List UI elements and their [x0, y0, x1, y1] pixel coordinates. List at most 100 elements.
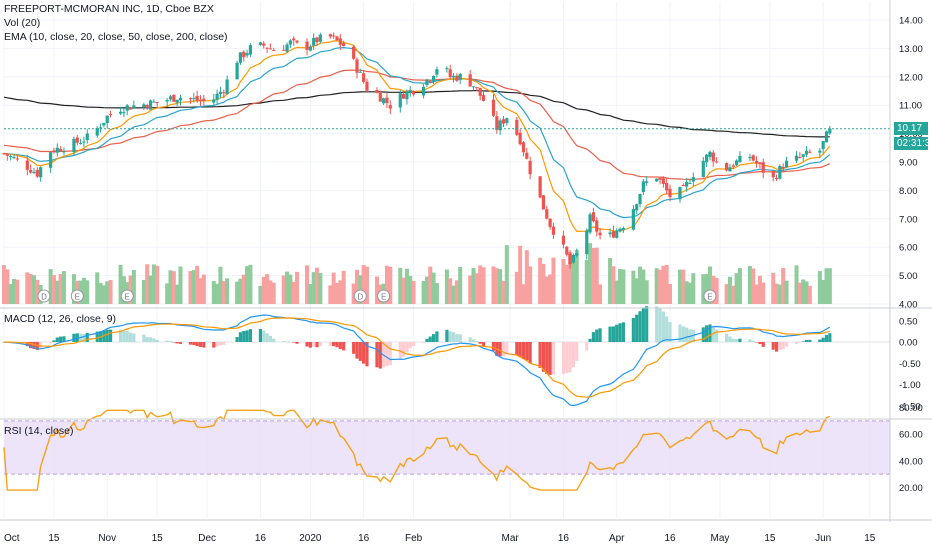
volume-bar	[451, 285, 456, 304]
macd-histogram-bar	[705, 325, 709, 342]
volume-bar	[411, 280, 416, 304]
candle-body	[5, 153, 9, 156]
macd-histogram-bar	[318, 342, 322, 347]
macd-histogram-bar	[175, 342, 179, 344]
candle-body	[39, 167, 43, 178]
volume-bar	[504, 245, 509, 304]
x-tick-label: May	[710, 533, 729, 544]
candle-body	[588, 214, 592, 233]
candle-body	[32, 171, 36, 173]
volume-bar	[621, 269, 626, 304]
candle-body	[658, 178, 662, 180]
volume-bar	[584, 259, 589, 304]
volume-bar	[235, 281, 240, 304]
candle-body	[398, 93, 402, 108]
macd-histogram-bar	[528, 342, 532, 363]
macd-histogram-bar	[295, 342, 299, 344]
volume-bar	[618, 269, 623, 304]
macd-histogram-bar	[455, 334, 459, 342]
volume-bar	[238, 278, 243, 304]
volume-bar	[335, 282, 339, 304]
volume-bar	[434, 282, 439, 304]
macd-tick-label: 0.50	[899, 316, 918, 327]
macd-histogram-bar	[798, 342, 802, 343]
candle-body	[118, 111, 123, 114]
volume-bar	[751, 268, 756, 304]
macd-histogram-bar	[611, 326, 615, 342]
macd-histogram-bar	[62, 336, 66, 342]
macd-histogram-bar	[152, 338, 156, 342]
macd-legend[interactable]: MACD (12, 26, close, 9)	[4, 313, 117, 325]
candle-body	[308, 46, 312, 51]
volume-bar	[561, 258, 566, 304]
volume-bar	[81, 277, 86, 304]
candle-body	[471, 86, 476, 88]
macd-signal-line	[3, 317, 830, 398]
candle-body	[59, 148, 63, 152]
candle-body	[668, 188, 672, 198]
macd-histogram-bar	[178, 342, 183, 344]
candle-body	[548, 218, 552, 227]
macd-pane	[2, 306, 890, 407]
rsi-tick-label: 80.00	[899, 403, 923, 414]
macd-histogram-bar	[122, 330, 126, 342]
macd-histogram-bar	[262, 330, 266, 342]
candle-body	[538, 176, 542, 198]
candle-body	[541, 195, 546, 210]
volume-bar	[408, 275, 413, 304]
volume-bar	[654, 268, 659, 304]
macd-histogram-bar	[212, 342, 216, 348]
volume-bar	[5, 269, 10, 304]
macd-histogram-bar	[621, 322, 625, 342]
tick-labels: 4.005.006.007.008.009.0010.0011.0012.001…	[4, 16, 923, 545]
volume-bar	[528, 266, 533, 304]
rsi-line	[3, 409, 831, 491]
volume-bar	[35, 279, 40, 304]
volume-bar	[491, 266, 496, 304]
volume-bar	[711, 275, 716, 304]
event-marker-label: E	[75, 293, 80, 302]
candle-body	[342, 43, 346, 47]
x-tick-label: Oct	[4, 533, 20, 544]
macd-histogram-bar	[132, 333, 136, 342]
macd-histogram-bar	[548, 342, 552, 375]
macd-histogram-bar	[408, 342, 412, 349]
macd-histogram-bar	[595, 329, 599, 342]
candle-body	[478, 87, 482, 96]
candle-body	[638, 194, 642, 205]
volume-bar	[258, 285, 263, 304]
macd-histogram-bar	[575, 342, 579, 362]
macd-histogram-bar	[471, 339, 476, 342]
macd-histogram-bar	[335, 342, 339, 348]
macd-tick-label: -1.50	[899, 401, 921, 412]
ema-legend[interactable]: EMA (10, close, 20, close, 50, close, 20…	[4, 31, 228, 43]
volume-bar	[291, 281, 296, 304]
volume-bar	[518, 245, 523, 304]
volume-bar	[608, 257, 613, 304]
volume-bar	[571, 256, 576, 304]
volume-bar	[215, 283, 220, 304]
volume-bar	[398, 267, 403, 304]
macd-histogram-bar	[538, 342, 542, 368]
x-tick-label: Feb	[405, 533, 423, 544]
volume-bar	[221, 281, 226, 304]
candle-body	[431, 75, 436, 82]
candle-body	[132, 105, 136, 109]
macd-histogram-bar	[365, 342, 369, 367]
candle-body	[268, 48, 272, 50]
macd-histogram-bar	[155, 339, 159, 342]
volume-bar	[551, 257, 556, 304]
rsi-legend[interactable]: RSI (14, close)	[4, 425, 74, 437]
volume-bar	[155, 265, 160, 304]
chart-title[interactable]: FREEPORT-MCMORAN INC, 1D, Cboe BZX	[4, 3, 214, 15]
candle-body	[12, 157, 16, 159]
volume-bar	[481, 267, 486, 304]
vol-legend[interactable]: Vol (20)	[4, 17, 41, 29]
candle-body	[515, 119, 519, 135]
macd-histogram-bar	[202, 342, 206, 348]
candle-body	[128, 107, 133, 110]
macd-histogram-bar	[525, 342, 529, 361]
macd-histogram-bar	[118, 329, 123, 342]
